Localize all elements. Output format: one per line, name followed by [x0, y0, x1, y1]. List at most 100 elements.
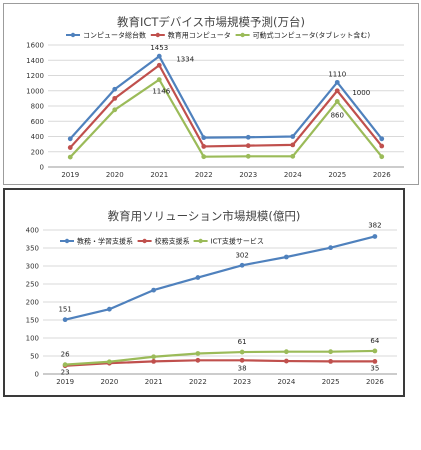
data-point	[372, 348, 378, 354]
data-label: 382	[368, 221, 381, 229]
solution-market-chart: 教育用ソリューション市場規模(億円) 0 50 100 150 200 250 300 350…	[3, 188, 405, 397]
y-tick-label: 100	[26, 335, 39, 343]
data-label: 1000	[352, 89, 370, 97]
data-point	[379, 154, 385, 160]
data-point	[334, 79, 340, 85]
y-tick-label: 350	[26, 245, 39, 253]
y-tick-label: 0	[40, 164, 44, 172]
data-point	[239, 262, 245, 268]
x-tick-label: 2019	[56, 378, 74, 386]
data-label: 860	[331, 111, 344, 119]
x-tick-label: 2023	[239, 171, 257, 179]
x-tick-label: 2022	[195, 171, 213, 179]
legend-marker-0	[70, 32, 76, 38]
data-point	[112, 107, 118, 113]
y-tick-label: 200	[31, 148, 44, 156]
data-point	[67, 154, 73, 160]
legend-label: 可動式コンピュータ(タブレット含む)	[253, 31, 371, 40]
data-point	[334, 88, 340, 94]
legend-marker-1	[155, 32, 160, 38]
legend-marker-2	[240, 32, 245, 38]
data-label: 26	[61, 351, 70, 359]
data-point	[67, 136, 73, 142]
x-tick-label: 2024	[277, 378, 295, 386]
series-line-2	[69, 78, 383, 158]
y-tick-label: 1200	[26, 72, 44, 80]
data-point	[245, 153, 251, 159]
data-point	[245, 134, 251, 140]
data-label: 1453	[150, 44, 168, 52]
data-point	[201, 144, 207, 149]
data-point	[372, 234, 378, 239]
data-label: 23	[61, 369, 70, 377]
y-tick-label: 400	[26, 227, 39, 235]
legend-label: 校務支援系	[155, 237, 190, 246]
y-tick-label: 800	[31, 103, 44, 111]
data-point	[379, 143, 385, 149]
x-tick-label: 2021	[150, 171, 168, 179]
data-point	[151, 359, 157, 364]
data-point	[372, 359, 378, 364]
y-tick-label: 200	[26, 299, 39, 307]
x-tick-label: 2020	[106, 171, 124, 179]
data-point	[290, 134, 296, 139]
y-tick-label: 150	[26, 317, 39, 325]
y-tick-label: 1000	[26, 87, 44, 95]
data-point	[290, 142, 296, 148]
data-label: 151	[58, 306, 71, 314]
data-point	[245, 143, 251, 149]
chart-title: 教育用ソリューション市場規模(億円)	[108, 209, 301, 223]
x-tick-label: 2025	[328, 171, 346, 179]
x-tick-label: 2022	[189, 378, 207, 386]
x-tick-label: 2023	[233, 378, 251, 386]
data-point	[290, 153, 296, 159]
data-point	[239, 349, 245, 355]
data-label: 1334	[176, 55, 194, 63]
data-point	[106, 306, 112, 312]
data-point	[283, 358, 289, 364]
x-tick-label: 2025	[322, 378, 340, 386]
data-point	[328, 349, 334, 355]
x-tick-label: 2019	[61, 171, 79, 179]
legend-label: コンピュータ総台数	[83, 31, 146, 40]
data-label: 302	[235, 251, 248, 259]
data-point	[67, 145, 73, 150]
data-point	[62, 362, 68, 368]
x-tick-label: 2026	[366, 378, 384, 386]
y-tick-label: 1400	[26, 57, 44, 65]
x-tick-label: 2026	[373, 171, 391, 179]
data-label: 61	[238, 338, 247, 346]
data-point	[328, 245, 334, 251]
series-line-1	[69, 64, 383, 149]
y-tick-label: 50	[30, 353, 39, 361]
data-point	[283, 254, 289, 260]
legend-label: 教育用コンピュータ	[168, 31, 231, 40]
data-point	[195, 351, 201, 356]
chart-title: 教育ICTデバイス市場規模予測(万台)	[117, 15, 305, 29]
device-market-chart: 教育ICTデバイス市場規模予測(万台) 0 200 400 600 800 1000 120…	[3, 3, 419, 185]
data-point	[112, 86, 118, 92]
legend-marker-2	[198, 238, 203, 244]
series-line-1	[65, 359, 375, 367]
legend-label: ICT支援サービス	[211, 237, 264, 246]
solution-market-chart-svg: 教育用ソリューション市場規模(億円) 0 50 100 150 200 250 300 350…	[26, 209, 397, 386]
y-tick-label: 250	[26, 281, 39, 289]
y-tick-label: 300	[26, 263, 39, 271]
data-point	[151, 354, 157, 360]
data-point	[239, 357, 245, 363]
data-label: 1110	[328, 70, 346, 78]
data-point	[195, 357, 201, 363]
x-tick-label: 2021	[145, 378, 163, 386]
y-tick-label: 1600	[26, 42, 44, 50]
data-label: 1146	[152, 88, 170, 96]
data-point	[195, 275, 201, 280]
data-point	[201, 135, 207, 141]
data-point	[328, 359, 334, 364]
data-label: 38	[238, 364, 247, 372]
data-point	[156, 62, 162, 68]
legend-marker-1	[142, 238, 147, 244]
series-line-2	[65, 349, 375, 366]
legend-marker-0	[64, 238, 70, 244]
data-point	[112, 95, 118, 101]
data-point	[334, 99, 340, 104]
